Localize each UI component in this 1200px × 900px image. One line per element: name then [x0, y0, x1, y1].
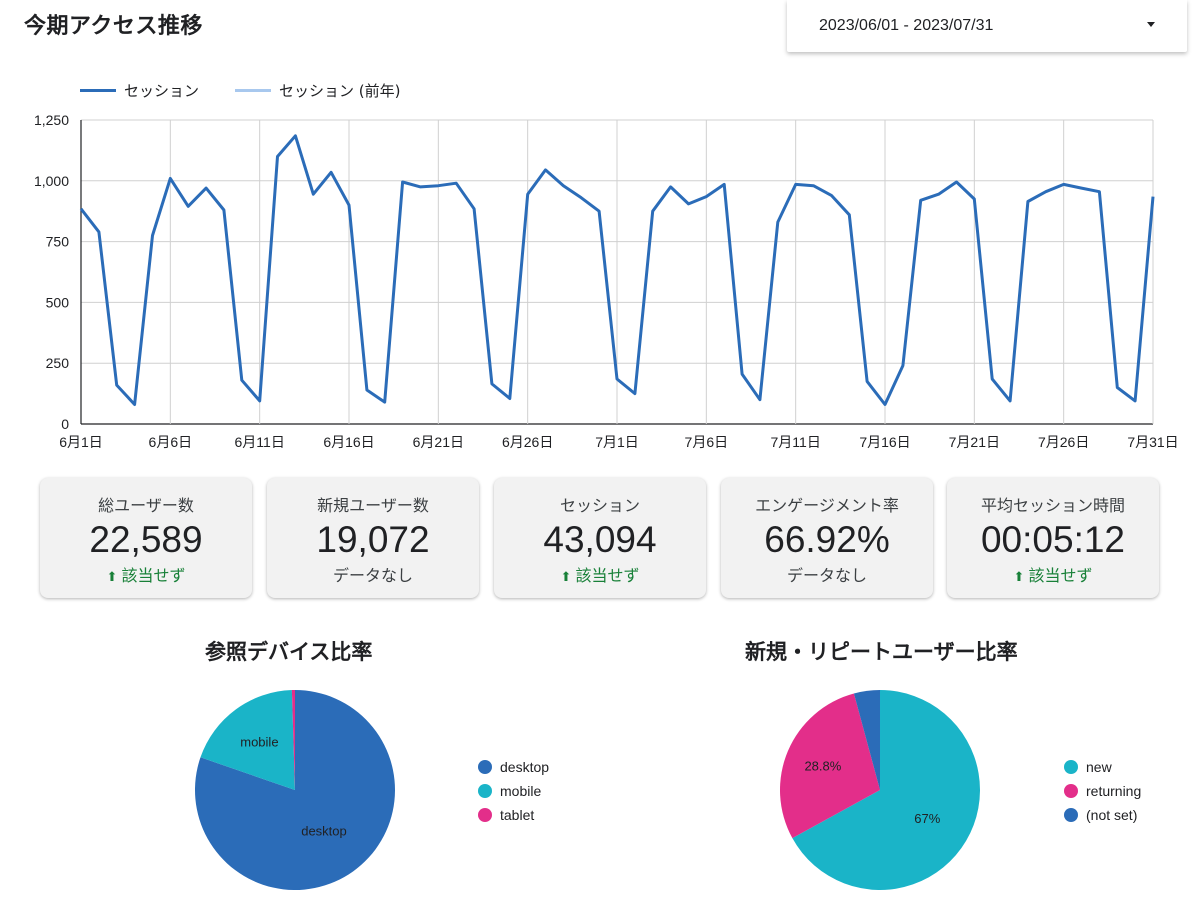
legend-label: mobile [500, 783, 542, 799]
legend-label: desktop [500, 759, 550, 775]
kpi-card-new-users: 新規ユーザー数 19,072 データなし [267, 478, 479, 598]
kpi-comparison: ⬆ 該当せず [40, 562, 252, 586]
x-tick-label: 7月16日 [859, 434, 910, 450]
x-tick-label: 6月21日 [413, 434, 464, 450]
kpi-card-avg-session-duration: 平均セッション時間 00:05:12 ⬆ 該当せず [947, 478, 1159, 598]
legend-dot [1064, 784, 1078, 798]
legend-label: tablet [500, 807, 535, 823]
x-tick-label: 7月1日 [595, 434, 639, 450]
series-line-sessions [79, 134, 1155, 406]
legend-item-sessions-prev[interactable]: セッション (前年) [235, 80, 400, 101]
kpi-label: 新規ユーザー数 [317, 496, 429, 515]
legend-label: new [1086, 759, 1112, 775]
device-pie-chart[interactable]: desktop mobile [180, 675, 410, 900]
arrow-up-icon: ⬆ [560, 570, 572, 585]
kpi-card-sessions: セッション 43,094 ⬆ 該当せず [494, 478, 706, 598]
x-tick-label: 7月26日 [1038, 434, 1089, 450]
page-title: 今期アクセス推移 [24, 14, 203, 39]
user-type-pie-legend: new returning (not set) [1064, 755, 1141, 827]
kpi-comparison-text: 該当せず [1028, 566, 1093, 585]
legend-label-sessions: セッション [124, 82, 200, 100]
pie-slice-label: mobile [240, 735, 278, 750]
pie-slice-desktop[interactable] [194, 690, 395, 890]
kpi-comparison-text: 該当せず [121, 566, 186, 585]
kpi-label: エンゲージメント率 [755, 496, 899, 515]
legend-item-desktop[interactable]: desktop [478, 755, 549, 779]
legend-item-not-set[interactable]: (not set) [1064, 803, 1141, 827]
x-tick-label: 6月26日 [502, 434, 553, 450]
user-type-pie-title: 新規・リピートユーザー比率 [745, 640, 1018, 664]
y-tick-label: 500 [46, 294, 70, 310]
y-tick-label: 750 [46, 234, 70, 250]
kpi-value: 19,072 [316, 519, 430, 560]
legend-item-new[interactable]: new [1064, 755, 1141, 779]
legend-swatch-sessions [80, 89, 116, 92]
x-tick-label: 7月11日 [771, 434, 821, 450]
pie-slice-tablet[interactable] [291, 690, 295, 790]
pie-slice-returning[interactable] [779, 693, 880, 839]
x-tick-label: 7月31日 [1127, 434, 1178, 450]
y-tick-label: 0 [61, 416, 69, 432]
kpi-value: 22,589 [89, 519, 203, 560]
y-tick-label: 250 [46, 355, 70, 371]
kpi-value: 00:05:12 [980, 519, 1126, 560]
kpi-comparison-text: 該当せず [575, 566, 640, 585]
x-tick-label: 6月16日 [323, 434, 374, 450]
legend-dot [478, 808, 492, 822]
kpi-comparison-text: データなし [786, 566, 867, 585]
user-type-pie-chart[interactable]: 67% 28.8% [765, 675, 995, 900]
pie-slice-notset[interactable] [853, 690, 880, 790]
dropdown-caret-icon[interactable] [1147, 22, 1155, 27]
x-tick-label: 6月11日 [235, 434, 285, 450]
kpi-comparison-text: データなし [332, 566, 413, 585]
x-tick-label: 6月1日 [59, 434, 103, 450]
pie-slice-label: 28.8% [804, 759, 841, 774]
y-tick-label: 1,250 [34, 112, 69, 128]
kpi-value: 66.92% [764, 519, 890, 560]
kpi-comparison: ⬆ 該当せず [947, 562, 1159, 586]
kpi-label: 平均セッション時間 [980, 496, 1125, 515]
legend-item-mobile[interactable]: mobile [478, 779, 549, 803]
legend-dot [478, 784, 492, 798]
kpi-card-total-users: 総ユーザー数 22,589 ⬆ 該当せず [40, 478, 252, 598]
x-tick-label: 6月6日 [149, 434, 193, 450]
x-tick-label: 7月6日 [685, 434, 729, 450]
legend-item-tablet[interactable]: tablet [478, 803, 549, 827]
date-range-picker[interactable]: 2023/06/01 - 2023/07/31 [787, 0, 1187, 52]
arrow-up-icon: ⬆ [1013, 570, 1025, 585]
y-tick-label: 1,000 [34, 173, 69, 189]
pie-slice-label: 67% [914, 811, 940, 826]
pie-slice-new[interactable] [792, 690, 980, 890]
legend-swatch-sessions-prev [235, 89, 271, 92]
legend-label: (not set) [1086, 807, 1138, 823]
date-range-text: 2023/06/01 - 2023/07/31 [819, 17, 994, 34]
kpi-label: セッション [559, 496, 640, 515]
legend-dot [1064, 760, 1078, 774]
kpi-card-engagement-rate: エンゲージメント率 66.92% データなし [721, 478, 933, 598]
device-pie-title: 参照デバイス比率 [205, 640, 373, 664]
device-pie-legend: desktop mobile tablet [478, 755, 549, 827]
kpi-comparison: ⬆ 該当せず [494, 562, 706, 586]
session-line-chart[interactable]: 0 250 500 750 1,000 1,250 6月1日 6月6日 6月11日 6月16日 6… [0, 70, 1200, 460]
kpi-label: 総ユーザー数 [98, 496, 194, 515]
legend-dot [478, 760, 492, 774]
x-tick-label: 7月21日 [949, 434, 1000, 450]
legend-label-sessions-prev: セッション (前年) [279, 82, 401, 100]
pie-slice-mobile[interactable] [200, 690, 295, 790]
pie-slice-label: desktop [301, 824, 347, 839]
legend-dot [1064, 808, 1078, 822]
kpi-value: 43,094 [543, 519, 657, 560]
legend-item-returning[interactable]: returning [1064, 779, 1141, 803]
legend-label: returning [1086, 783, 1142, 799]
legend-item-sessions[interactable]: セッション [80, 80, 199, 101]
arrow-up-icon: ⬆ [106, 570, 118, 585]
